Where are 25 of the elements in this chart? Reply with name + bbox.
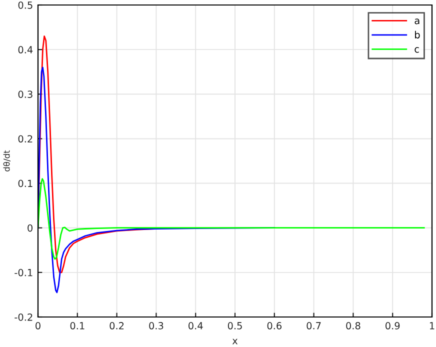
legend-label: c xyxy=(414,47,419,53)
y-tick-label: 0.2 xyxy=(18,135,32,143)
line-series xyxy=(38,178,425,260)
x-tick-label: 0.6 xyxy=(267,322,282,330)
x-tick-label: 0.3 xyxy=(149,322,164,330)
legend-label: b xyxy=(415,30,420,38)
legend-label: a xyxy=(414,18,420,24)
y-tick-label: 0.1 xyxy=(18,180,32,188)
y-tick-label: -0.1 xyxy=(14,268,32,276)
y-tick-label: 0.3 xyxy=(18,90,32,98)
x-axis-title: x xyxy=(232,338,238,344)
x-tick-label: 0.1 xyxy=(70,322,84,330)
x-tick-label: 0.8 xyxy=(346,322,360,330)
y-tick-label: -0.2 xyxy=(14,313,32,321)
x-tick-label: 0.2 xyxy=(110,322,124,330)
y-axis-title: dθ/dt xyxy=(3,150,10,172)
y-tick-label: 0 xyxy=(28,224,32,232)
x-tick-label: 0.4 xyxy=(188,322,203,330)
x-tick-label: 1 xyxy=(430,322,434,330)
x-tick-label: 0.5 xyxy=(228,322,242,330)
x-tick-label: 0.7 xyxy=(306,322,321,330)
x-tick-label: 0 xyxy=(36,322,40,330)
x-tick-label: 0.9 xyxy=(386,322,400,330)
y-tick-label: 0.5 xyxy=(18,1,32,9)
y-tick-label: 0.4 xyxy=(18,46,33,54)
